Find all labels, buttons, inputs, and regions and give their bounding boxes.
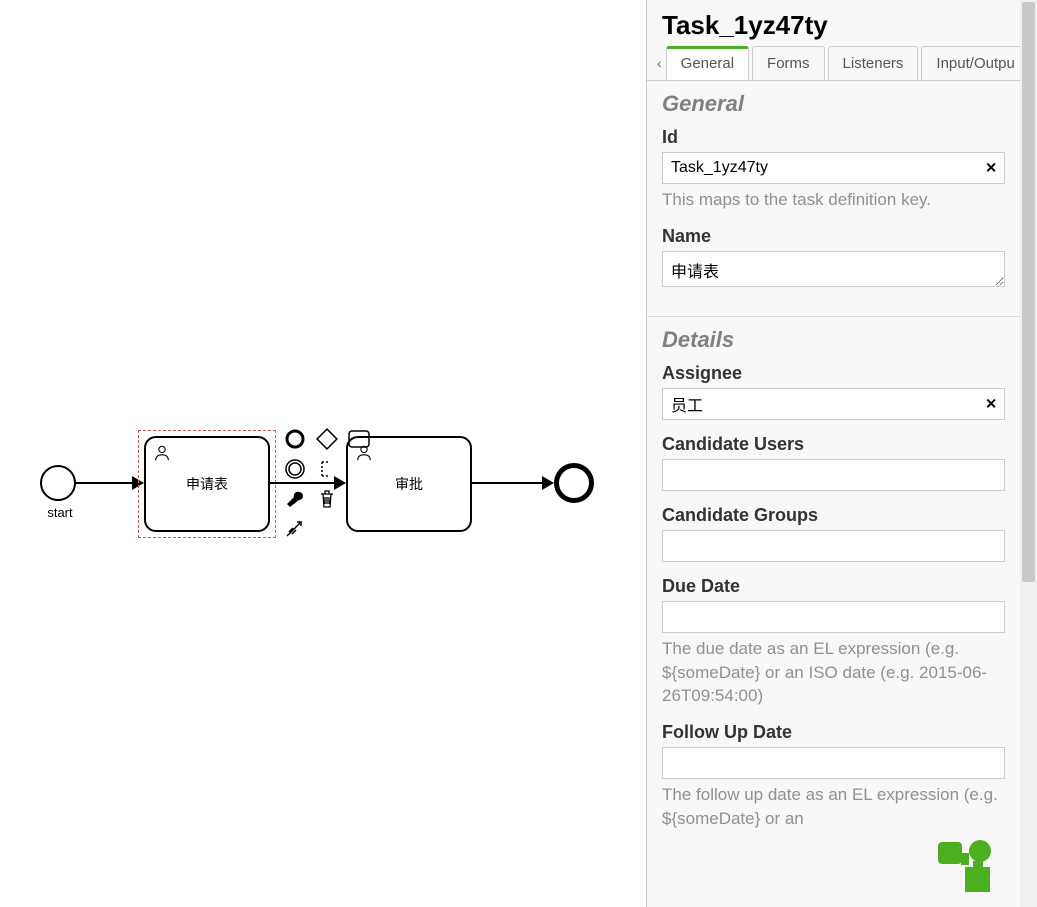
section-general: General Id ✕ This maps to the task defin… (647, 81, 1020, 317)
name-input[interactable] (662, 251, 1005, 287)
section-details: Details Assignee ✕ Candidate Users Candi… (647, 317, 1020, 855)
tab-forms[interactable]: Forms (752, 46, 825, 80)
tab-listeners[interactable]: Listeners (828, 46, 919, 80)
annotation-icon[interactable] (314, 456, 340, 482)
wrench-icon[interactable] (282, 486, 308, 512)
assignee-label: Assignee (662, 363, 1005, 384)
start-event-label: start (40, 505, 80, 520)
panel-title: Task_1yz47ty (662, 10, 1005, 41)
user-icon (152, 444, 172, 462)
candidate-users-input[interactable] (662, 459, 1005, 491)
clear-icon[interactable]: ✕ (985, 395, 997, 412)
tab-input-output[interactable]: Input/Outpu (921, 46, 1020, 80)
clear-icon[interactable]: ✕ (985, 160, 997, 177)
candidate-groups-input[interactable] (662, 530, 1005, 562)
tabs-scroll-left[interactable]: ‹ (653, 55, 666, 71)
id-input[interactable] (662, 152, 1005, 184)
bpmn-canvas[interactable]: start 申请表 审批 (0, 0, 646, 907)
properties-panel: Task_1yz47ty ‹ General Forms Listeners I… (646, 0, 1020, 907)
sequence-flow[interactable] (76, 482, 134, 484)
name-label: Name (662, 226, 1005, 247)
connect-icon[interactable] (282, 516, 308, 542)
due-date-help-text: The due date as an EL expression (e.g. $… (662, 637, 1005, 708)
due-date-label: Due Date (662, 576, 1005, 597)
due-date-input[interactable] (662, 601, 1005, 633)
tab-general[interactable]: General (666, 46, 749, 80)
task-label: 审批 (395, 474, 423, 494)
section-title: General (662, 91, 1005, 117)
candidate-users-label: Candidate Users (662, 434, 1005, 455)
tabs-bar: ‹ General Forms Listeners Input/Outpu › (647, 46, 1020, 81)
follow-up-input[interactable] (662, 747, 1005, 779)
scrollbar-thumb[interactable] (1022, 2, 1035, 582)
user-task-1[interactable]: 申请表 (144, 436, 270, 532)
context-pad (282, 426, 382, 546)
section-title: Details (662, 327, 1005, 353)
follow-up-label: Follow Up Date (662, 722, 1005, 743)
end-event-circle[interactable] (554, 463, 594, 503)
append-end-event-icon[interactable] (282, 426, 308, 452)
start-event-circle[interactable] (40, 465, 76, 501)
follow-up-help-text: The follow up date as an EL expression (… (662, 783, 1005, 831)
append-intermediate-event-icon[interactable] (282, 456, 308, 482)
assignee-input[interactable] (662, 388, 1005, 420)
trash-icon[interactable] (314, 486, 340, 512)
id-help-text: This maps to the task definition key. (662, 188, 1005, 212)
id-label: Id (662, 127, 1005, 148)
vertical-scrollbar[interactable] (1020, 0, 1037, 907)
candidate-groups-label: Candidate Groups (662, 505, 1005, 526)
arrow-head-icon (542, 476, 554, 490)
sequence-flow[interactable] (472, 482, 542, 484)
append-gateway-icon[interactable] (314, 426, 340, 452)
app-logo-icon (935, 837, 995, 897)
append-task-icon[interactable] (346, 426, 372, 452)
task-label: 申请表 (186, 474, 228, 494)
